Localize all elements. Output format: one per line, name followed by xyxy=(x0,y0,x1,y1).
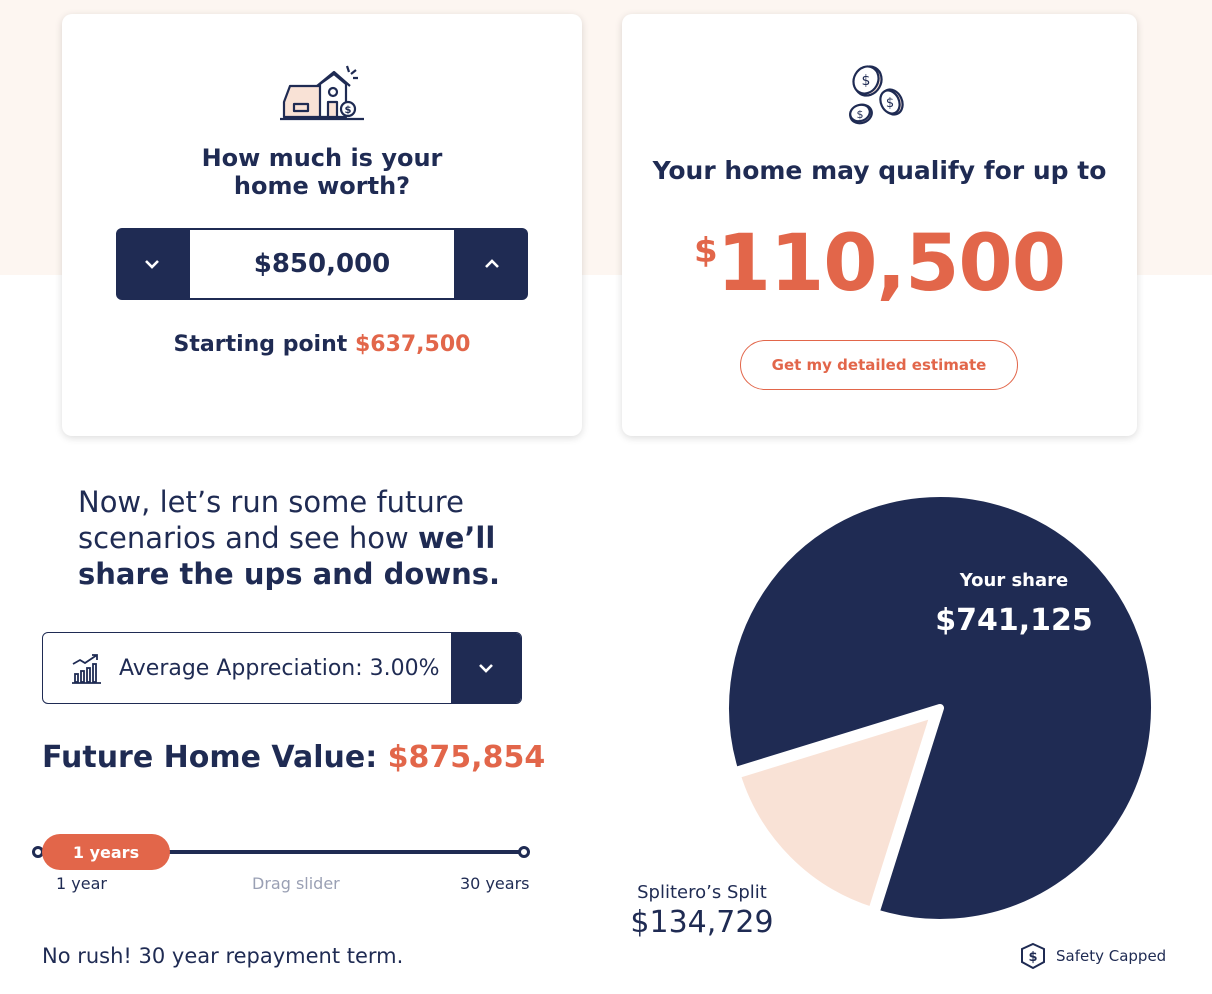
home-value-stepper[interactable]: $850,000 xyxy=(116,228,528,300)
detailed-estimate-button[interactable]: Get my detailed estimate xyxy=(740,340,1018,390)
svg-text:$: $ xyxy=(886,96,894,111)
chevron-down-icon xyxy=(479,664,493,673)
splitero-split-label: Splitero’s Split xyxy=(637,882,767,903)
coins-icon: $ $ $ xyxy=(846,64,912,132)
home-value-card: $ How much is your home worth? $850,000 … xyxy=(62,14,582,436)
your-share-label: Your share xyxy=(959,570,1069,591)
pie-slice-splitero-split xyxy=(732,709,939,916)
starting-point-label: Starting point xyxy=(173,332,348,357)
repayment-note: No rush! 30 year repayment term. xyxy=(42,944,404,968)
svg-text:$: $ xyxy=(345,105,352,116)
increase-button[interactable] xyxy=(456,228,528,300)
qualify-card: $ $ $ Your home may qualify for up to $1… xyxy=(622,14,1137,436)
appreciation-label: Average Appreciation: 3.00% xyxy=(119,655,440,681)
years-slider-thumb[interactable]: 1 years xyxy=(42,834,170,870)
qualify-title: Your home may qualify for up to xyxy=(652,156,1107,185)
future-home-value: Future Home Value: $875,854 xyxy=(42,740,545,775)
qualify-amount-value: 110,500 xyxy=(716,219,1066,309)
intro-bold-text: we’ll share the ups and downs. xyxy=(78,521,501,591)
safety-label: Safety Capped xyxy=(1056,947,1167,965)
slider-min-label: 1 year xyxy=(56,874,107,893)
pie-slice-your-share xyxy=(721,489,1159,927)
splitero-split-value: $134,729 xyxy=(630,905,774,940)
svg-text:$: $ xyxy=(857,108,864,121)
slider-end-dot xyxy=(518,846,530,858)
splitero-split-label-group: Splitero’s Split $134,729 xyxy=(620,882,784,940)
slider-hint: Drag slider xyxy=(252,874,340,893)
intro-text: Now, let’s run some future scenarios and… xyxy=(78,485,464,555)
scenario-intro: Now, let’s run some future scenarios and… xyxy=(78,484,578,592)
slider-max-label: 30 years xyxy=(460,874,530,893)
shield-dollar-icon: $ xyxy=(1021,942,1045,970)
years-slider-track[interactable] xyxy=(38,850,524,854)
starting-point-value: $637,500 xyxy=(354,332,471,357)
home-value-input[interactable]: $850,000 xyxy=(188,228,456,300)
appreciation-toggle[interactable] xyxy=(451,633,521,703)
decrease-button[interactable] xyxy=(116,228,188,300)
your-share-value: $741,125 xyxy=(935,603,1093,638)
share-pie-chart xyxy=(721,489,1159,927)
appreciation-dropdown[interactable]: Average Appreciation: 3.00% xyxy=(42,632,522,704)
your-share-label-group: Your share $741,125 xyxy=(930,570,1098,638)
home-value-title: How much is your home worth? xyxy=(201,144,443,200)
safety-capped: $ Safety Capped xyxy=(1020,942,1166,970)
chevron-down-icon xyxy=(145,260,159,269)
svg-text:$: $ xyxy=(1028,950,1037,965)
house-coin-icon: $ xyxy=(280,62,370,126)
svg-text:$: $ xyxy=(862,73,871,89)
chevron-up-icon xyxy=(485,259,499,268)
future-label: Future Home Value: xyxy=(42,740,378,775)
future-value: $875,854 xyxy=(387,740,546,775)
qualify-amount: $110,500 xyxy=(622,219,1137,309)
growth-chart-icon xyxy=(72,654,101,684)
starting-point: Starting point $637,500 xyxy=(62,332,582,357)
currency-symbol: $ xyxy=(694,231,718,271)
